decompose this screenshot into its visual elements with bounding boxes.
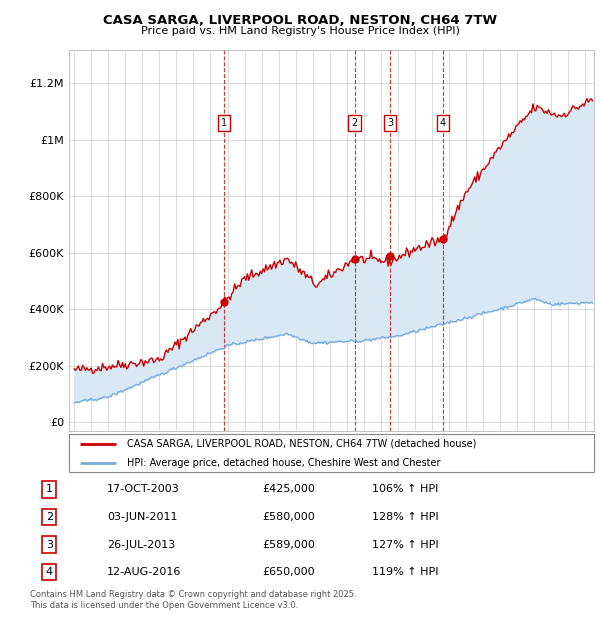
Text: 1: 1: [46, 484, 53, 494]
Text: £589,000: £589,000: [262, 539, 315, 549]
Text: 1: 1: [221, 118, 227, 128]
Text: £580,000: £580,000: [262, 512, 314, 522]
Text: 119% ↑ HPI: 119% ↑ HPI: [372, 567, 439, 577]
Text: 2: 2: [46, 512, 53, 522]
Text: 4: 4: [46, 567, 53, 577]
Text: 17-OCT-2003: 17-OCT-2003: [107, 484, 180, 494]
Text: 3: 3: [46, 539, 53, 549]
Text: CASA SARGA, LIVERPOOL ROAD, NESTON, CH64 7TW: CASA SARGA, LIVERPOOL ROAD, NESTON, CH64…: [103, 14, 497, 27]
Text: 26-JUL-2013: 26-JUL-2013: [107, 539, 176, 549]
Text: 128% ↑ HPI: 128% ↑ HPI: [372, 512, 439, 522]
Text: 3: 3: [387, 118, 394, 128]
Text: Contains HM Land Registry data © Crown copyright and database right 2025.: Contains HM Land Registry data © Crown c…: [30, 590, 356, 600]
Text: 2: 2: [352, 118, 358, 128]
Text: CASA SARGA, LIVERPOOL ROAD, NESTON, CH64 7TW (detached house): CASA SARGA, LIVERPOOL ROAD, NESTON, CH64…: [127, 438, 476, 449]
Text: 03-JUN-2011: 03-JUN-2011: [107, 512, 178, 522]
Text: HPI: Average price, detached house, Cheshire West and Chester: HPI: Average price, detached house, Ches…: [127, 458, 440, 468]
Text: 106% ↑ HPI: 106% ↑ HPI: [372, 484, 439, 494]
Text: Price paid vs. HM Land Registry's House Price Index (HPI): Price paid vs. HM Land Registry's House …: [140, 26, 460, 36]
Text: 4: 4: [440, 118, 446, 128]
Text: This data is licensed under the Open Government Licence v3.0.: This data is licensed under the Open Gov…: [30, 601, 298, 611]
Text: £650,000: £650,000: [262, 567, 314, 577]
Text: 12-AUG-2016: 12-AUG-2016: [107, 567, 182, 577]
Text: 127% ↑ HPI: 127% ↑ HPI: [372, 539, 439, 549]
Text: £425,000: £425,000: [262, 484, 315, 494]
